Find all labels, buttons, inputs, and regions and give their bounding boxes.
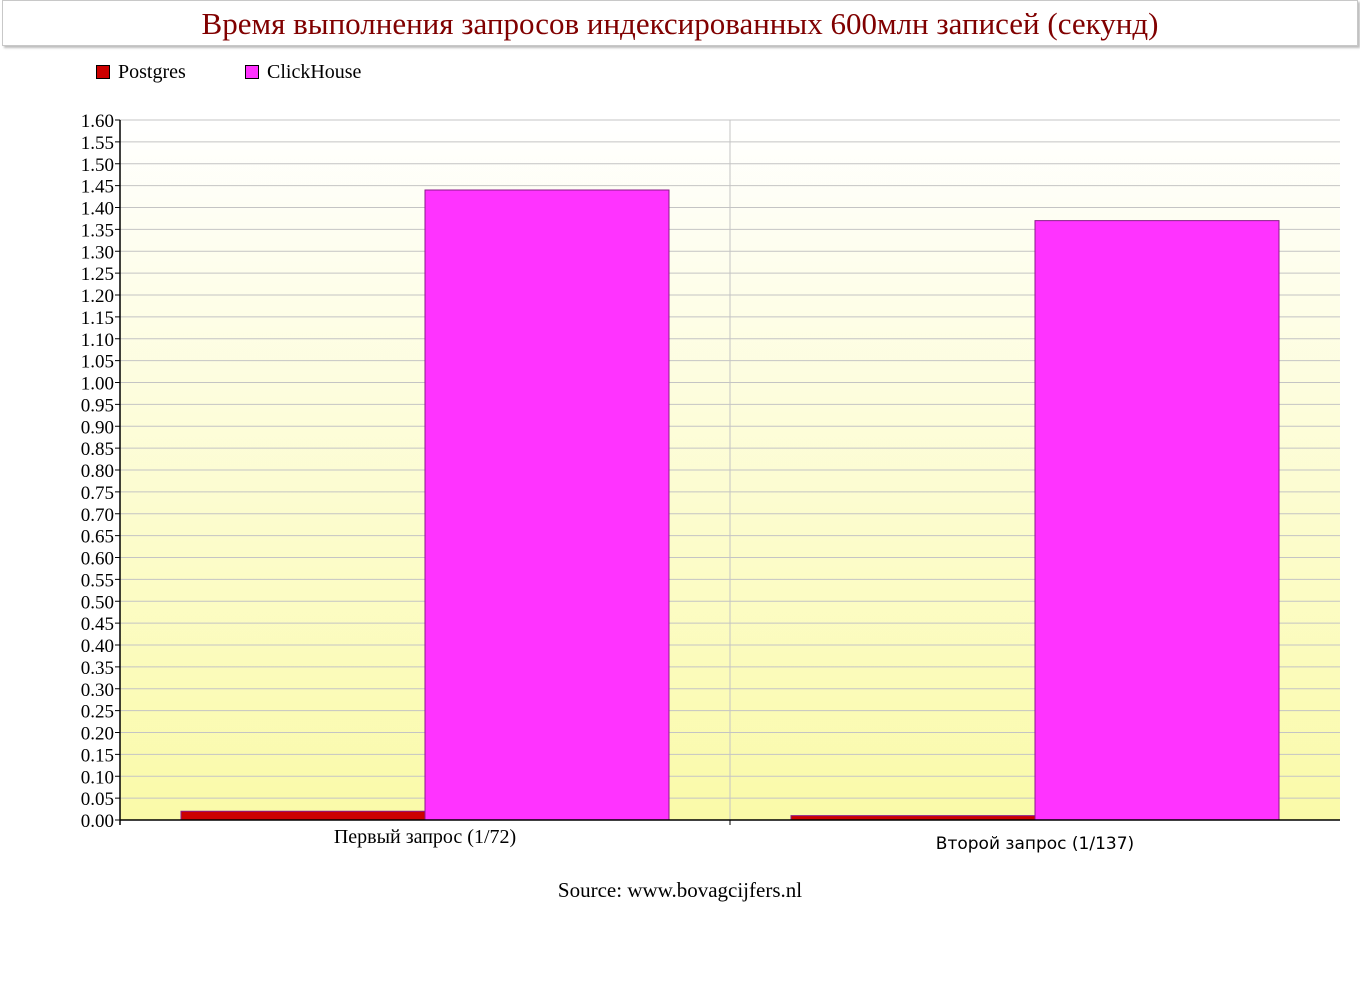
y-tick-label: 0.65 xyxy=(81,527,114,548)
y-tick-label: 1.05 xyxy=(81,352,114,373)
y-tick-label: 0.90 xyxy=(81,417,114,438)
y-tick-label: 0.20 xyxy=(81,724,114,745)
y-tick-label: 1.15 xyxy=(81,308,114,329)
y-tick-label: 1.25 xyxy=(81,264,114,285)
y-tick-label: 1.35 xyxy=(81,220,114,241)
y-tick-label: 0.05 xyxy=(81,789,114,810)
y-tick-label: 0.95 xyxy=(81,395,114,416)
legend-swatch-postgres xyxy=(96,65,110,79)
y-tick-label: 0.60 xyxy=(81,549,114,570)
x-category-label: Второй запрос (1/137) xyxy=(936,834,1134,854)
bar-clickhouse-1 xyxy=(424,189,670,821)
y-tick-label: 1.60 xyxy=(81,111,114,132)
y-tick-label: 0.70 xyxy=(81,505,114,526)
y-tick-label: 0.00 xyxy=(81,811,114,832)
y-tick-label: 0.80 xyxy=(81,461,114,482)
bar-clickhouse-2 xyxy=(1034,220,1280,821)
x-category-label: Первый запрос (1/72) xyxy=(334,826,516,848)
y-tick-label: 0.50 xyxy=(81,592,114,613)
y-tick-label: 0.55 xyxy=(81,570,114,591)
y-tick-label: 1.55 xyxy=(81,133,114,154)
legend-label-postgres: Postgres xyxy=(118,61,186,83)
chart-title-box: Время выполнения запросов индексированны… xyxy=(2,0,1358,46)
bar-postgres-1 xyxy=(180,810,426,821)
y-tick-label: 1.00 xyxy=(81,374,114,395)
y-tick-label: 0.15 xyxy=(81,745,114,766)
y-tick-label: 0.85 xyxy=(81,439,114,460)
y-tick-label: 1.10 xyxy=(81,330,114,351)
y-tick-label: 1.20 xyxy=(81,286,114,307)
y-tick-label: 1.30 xyxy=(81,242,114,263)
y-tick-label: 1.50 xyxy=(81,155,114,176)
y-tick-label: 0.75 xyxy=(81,483,114,504)
y-tick-label: 0.10 xyxy=(81,767,114,788)
y-tick-label: 1.40 xyxy=(81,199,114,220)
y-tick-label: 0.40 xyxy=(81,636,114,657)
legend-label-clickhouse: ClickHouse xyxy=(267,61,362,83)
source-note: Source: www.bovagcijfers.nl xyxy=(557,878,803,902)
legend-swatch-clickhouse xyxy=(245,65,259,79)
y-tick-label: 0.30 xyxy=(81,680,114,701)
y-tick-label: 1.45 xyxy=(81,177,114,198)
chart-title: Время выполнения запросов индексированны… xyxy=(201,6,1159,41)
bar-chart: 0.000.050.100.150.200.250.300.350.400.45… xyxy=(81,111,1340,854)
y-tick-label: 0.45 xyxy=(81,614,114,635)
y-tick-label: 0.35 xyxy=(81,658,114,679)
y-tick-label: 0.25 xyxy=(81,702,114,723)
